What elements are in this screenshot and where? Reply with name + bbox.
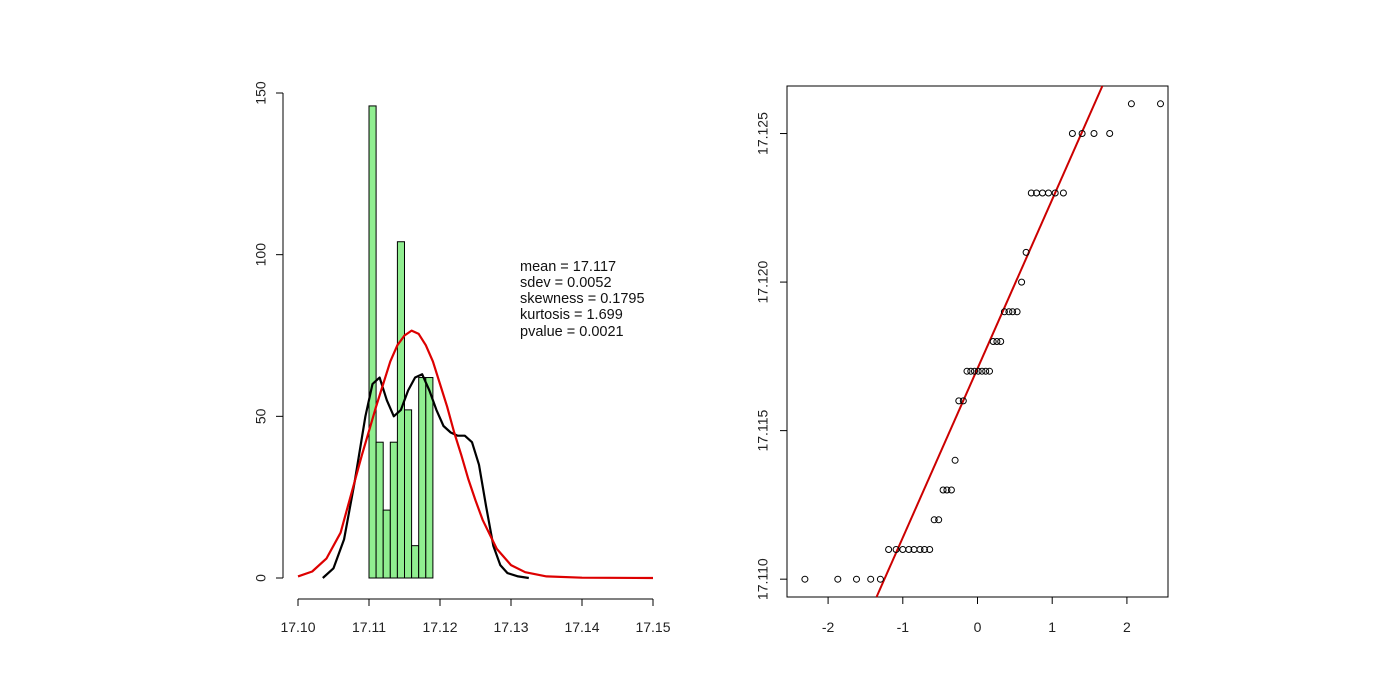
- qq-point: [939, 486, 947, 494]
- x-tick-label: 17.14: [564, 619, 599, 635]
- qq-point: [955, 397, 963, 405]
- qq-point: [967, 367, 975, 375]
- qq-point: [959, 397, 967, 405]
- qq-point: [1068, 130, 1076, 137]
- qq-x-axis: -2 -1 0 1 2: [822, 597, 1131, 635]
- qq-point: [1106, 130, 1114, 137]
- histogram-y-axis: 0 50 100 150: [253, 81, 284, 582]
- qq-point: [1000, 308, 1008, 316]
- y-tick-label: 17.125: [755, 112, 771, 155]
- qq-point: [943, 486, 951, 494]
- y-tick-label: 17.120: [755, 260, 771, 303]
- histogram-bar: [411, 545, 420, 579]
- normal-density-curve: [297, 329, 654, 580]
- qq-point: [905, 546, 913, 553]
- qq-point: [1005, 308, 1013, 316]
- x-tick-label: 1: [1048, 619, 1056, 635]
- qq-point: [1051, 189, 1059, 197]
- qq-plot-panel: 17.110 17.115 17.120 17.125 -2 -1 0 1 2: [755, 85, 1169, 635]
- x-tick-label: 17.10: [280, 619, 315, 635]
- qq-point: [1045, 189, 1052, 197]
- qq-point: [997, 338, 1005, 345]
- x-tick-label: 17.11: [352, 619, 386, 635]
- qq-point: [834, 575, 842, 583]
- histogram-x-axis: 17.10 17.11 17.12 17.13 17.14 17.15: [280, 598, 671, 635]
- qq-point: [916, 546, 924, 553]
- histogram-bar: [375, 441, 384, 579]
- x-tick-label: 0: [974, 619, 982, 635]
- qq-point: [1090, 130, 1098, 137]
- qq-point: [867, 575, 875, 583]
- qq-plot-box: [786, 85, 1169, 598]
- kernel-density-curve: [322, 373, 529, 580]
- summary-statistics: mean = 17.117 sdev = 0.0052 skewness = 0…: [520, 259, 645, 340]
- qq-point: [1027, 189, 1035, 197]
- x-tick-label: 17.15: [635, 619, 670, 635]
- qq-point: [1013, 308, 1021, 316]
- x-tick-label: 2: [1123, 619, 1131, 635]
- qq-point: [926, 546, 934, 553]
- qq-point: [1078, 130, 1086, 137]
- y-tick-label: 50: [253, 408, 269, 424]
- qq-point: [1059, 189, 1067, 197]
- qq-point: [899, 546, 907, 553]
- x-tick-label: 17.13: [493, 619, 528, 635]
- qq-point: [930, 516, 938, 524]
- histogram-panel: 0 50 100 150 17.10 17.11 17.12 17.13 17.14 17.15…: [253, 81, 671, 635]
- qq-point: [853, 575, 860, 583]
- histogram-bar: [389, 441, 398, 579]
- stat-mean: mean = 17.117: [520, 259, 616, 275]
- histogram-bar: [425, 377, 434, 579]
- qq-points: [801, 100, 1164, 583]
- qq-point: [978, 367, 986, 375]
- qq-point: [885, 546, 893, 553]
- histogram-bar: [418, 377, 427, 579]
- reference-line: [875, 85, 1104, 598]
- y-tick-label: 17.115: [755, 410, 771, 452]
- qq-point: [986, 367, 993, 375]
- stat-sdev: sdev = 0.0052: [520, 275, 612, 291]
- histogram-bar: [368, 105, 377, 579]
- qq-point: [963, 367, 971, 375]
- density-curves: [297, 329, 654, 580]
- y-tick-label: 17.110: [755, 558, 771, 600]
- qq-point: [1157, 100, 1164, 108]
- qq-point: [947, 486, 955, 494]
- y-tick-label: 100: [253, 243, 269, 267]
- qq-point: [1018, 278, 1026, 286]
- stat-pvalue: pvalue = 0.0021: [520, 324, 624, 340]
- stat-skewness: skewness = 0.1795: [520, 291, 645, 307]
- qq-point: [921, 546, 928, 553]
- x-tick-label: -1: [897, 619, 910, 635]
- qq-point: [951, 456, 959, 464]
- qq-point: [974, 367, 982, 375]
- qq-reference-line: [875, 85, 1104, 598]
- histogram-bar: [404, 409, 413, 579]
- x-tick-label: -2: [822, 619, 835, 635]
- qq-point: [982, 367, 990, 375]
- x-tick-label: 17.12: [422, 619, 457, 635]
- y-tick-label: 150: [253, 81, 269, 105]
- qq-point: [801, 575, 809, 583]
- y-tick-label: 0: [253, 574, 269, 582]
- qq-point: [1127, 100, 1135, 108]
- stat-kurtosis: kurtosis = 1.699: [520, 307, 623, 323]
- qq-point: [935, 516, 943, 524]
- qq-y-axis: 17.110 17.115 17.120 17.125: [755, 112, 787, 600]
- histogram-bar: [382, 509, 391, 579]
- qq-point: [971, 367, 978, 375]
- qq-point: [989, 338, 997, 345]
- qq-point: [1022, 248, 1030, 256]
- qq-point: [876, 575, 884, 583]
- qq-point: [1009, 308, 1017, 316]
- qq-point: [993, 338, 1001, 345]
- qq-point: [892, 546, 900, 553]
- qq-point: [1039, 189, 1046, 197]
